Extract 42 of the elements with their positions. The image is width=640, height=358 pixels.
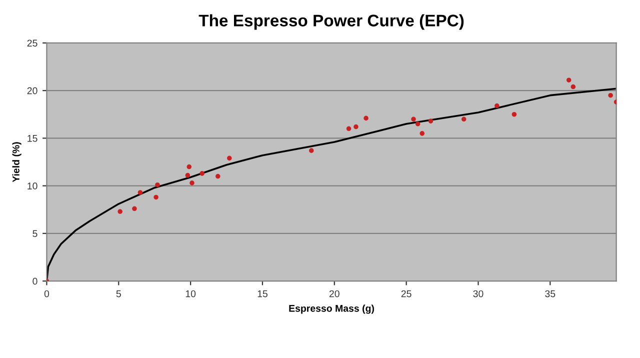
point	[420, 131, 425, 136]
x-tick-label: 25	[401, 290, 412, 298]
point	[364, 116, 368, 121]
point	[138, 190, 143, 195]
point	[118, 209, 122, 214]
point	[186, 164, 192, 170]
point	[411, 116, 416, 122]
point	[566, 78, 572, 82]
x-tick-label: 0	[44, 290, 50, 298]
x-axis-title: Espresso Mass (g)	[289, 304, 374, 314]
point	[346, 126, 352, 132]
point	[215, 174, 220, 179]
point	[428, 118, 434, 124]
y-axis-title: Yield (%)	[12, 142, 22, 182]
x-tick-label: 30	[473, 290, 484, 298]
x-tick-label: 20	[329, 290, 340, 298]
point	[608, 92, 613, 98]
x-tick-label: 35	[545, 290, 556, 298]
point	[132, 206, 137, 212]
x-tick-label: 15	[258, 290, 268, 298]
point	[415, 122, 420, 126]
point	[154, 194, 158, 200]
point	[494, 103, 500, 108]
point	[461, 116, 466, 122]
y-tick-label: 0	[32, 278, 38, 285]
point	[227, 156, 232, 161]
point	[354, 124, 358, 130]
x-tick-label: 5	[116, 290, 121, 298]
chart-title: The Espresso Power Curve (EPC)	[198, 14, 464, 30]
point	[308, 148, 314, 153]
y-tick-label: 20	[27, 87, 38, 94]
point	[570, 84, 576, 90]
point	[155, 182, 160, 188]
point	[190, 180, 194, 186]
y-tick-label: 15	[28, 135, 38, 142]
point	[512, 112, 517, 117]
x-tick-label: 10	[186, 290, 196, 298]
y-tick-label: 5	[32, 230, 38, 238]
point	[200, 171, 204, 176]
y-tick-label: 25	[27, 40, 38, 47]
point	[185, 172, 190, 178]
y-tick-label: 10	[28, 182, 38, 190]
